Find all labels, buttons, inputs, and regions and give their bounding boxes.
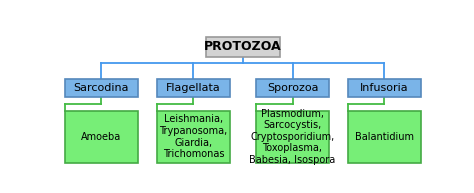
Text: Sarcodina: Sarcodina — [74, 83, 129, 93]
FancyBboxPatch shape — [65, 111, 138, 163]
FancyBboxPatch shape — [347, 111, 421, 163]
Text: PROTOZOA: PROTOZOA — [204, 41, 282, 53]
FancyBboxPatch shape — [156, 79, 230, 97]
FancyBboxPatch shape — [347, 79, 421, 97]
Text: Plasmodium,
Sarcocystis,
Cryptosporidium,
Toxoplasma,
Babesia, Isospora: Plasmodium, Sarcocystis, Cryptosporidium… — [249, 109, 336, 165]
Text: Infusoria: Infusoria — [360, 83, 409, 93]
FancyBboxPatch shape — [156, 111, 230, 163]
FancyBboxPatch shape — [206, 36, 280, 57]
FancyBboxPatch shape — [256, 111, 329, 163]
Text: Amoeba: Amoeba — [82, 132, 122, 142]
FancyBboxPatch shape — [256, 79, 329, 97]
Text: Sporozoa: Sporozoa — [267, 83, 318, 93]
Text: Leishmania,
Trypanosoma,
Giardia,
Trichomonas: Leishmania, Trypanosoma, Giardia, Tricho… — [159, 114, 228, 159]
FancyBboxPatch shape — [65, 79, 138, 97]
Text: Balantidium: Balantidium — [355, 132, 414, 142]
Text: Flagellata: Flagellata — [166, 83, 221, 93]
